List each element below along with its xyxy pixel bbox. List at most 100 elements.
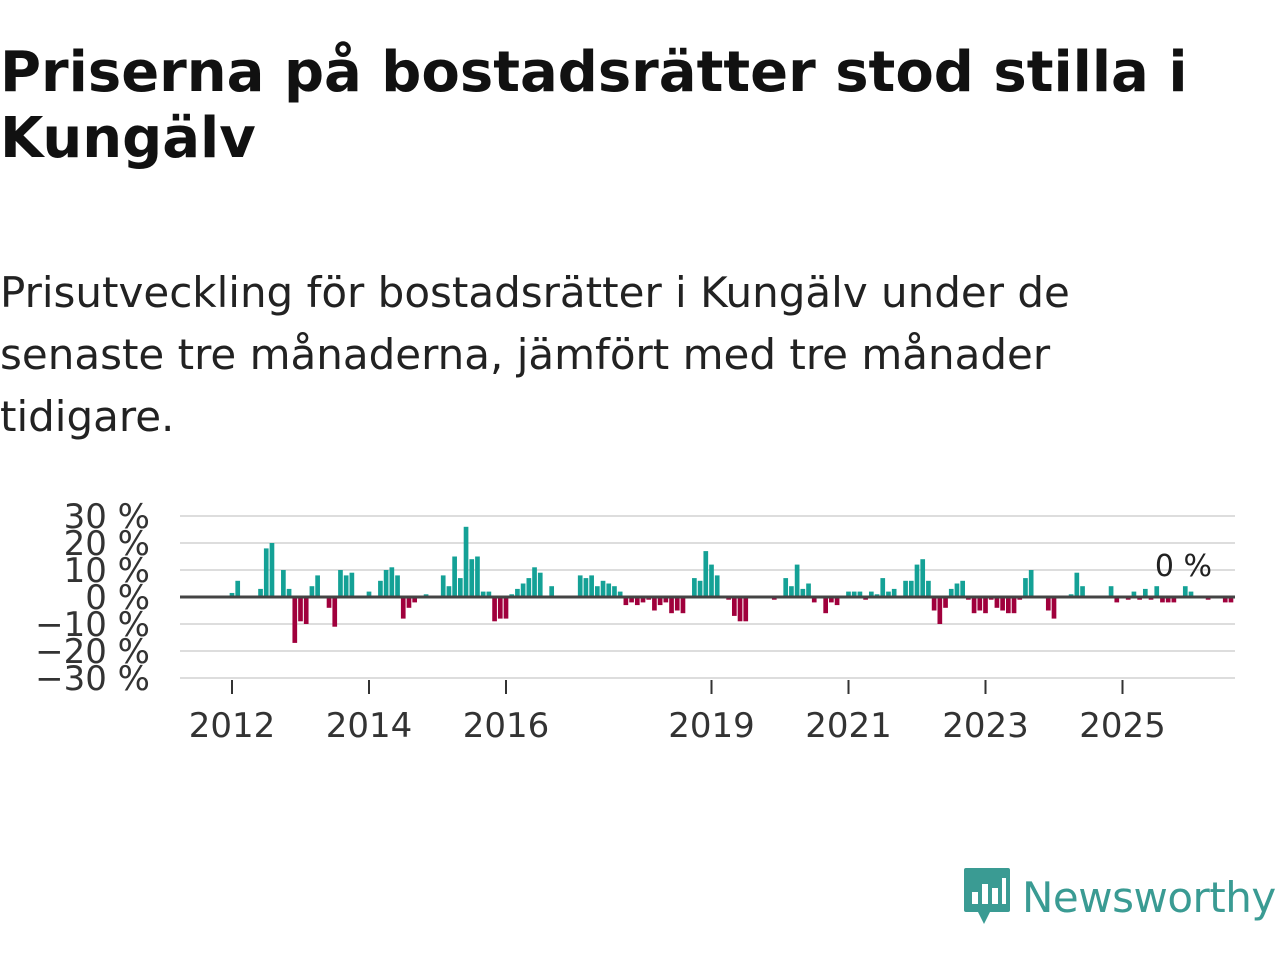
bar xyxy=(332,597,338,627)
bar xyxy=(811,597,817,603)
bar xyxy=(492,597,497,622)
bar xyxy=(235,580,241,597)
y-axis-labels: 30 %20 %10 %0 %−10 %−20 %−30 % xyxy=(35,497,150,699)
bar xyxy=(1160,597,1165,603)
y-tick-label: −30 % xyxy=(35,659,150,699)
bar xyxy=(943,597,948,608)
bar xyxy=(315,575,320,597)
x-tick-label: 2025 xyxy=(1079,706,1166,746)
bar xyxy=(903,580,908,597)
bar xyxy=(891,588,897,597)
bar xyxy=(1074,572,1080,597)
bar xyxy=(834,597,840,606)
bar xyxy=(783,578,789,597)
bar xyxy=(475,556,480,597)
bar xyxy=(463,526,469,597)
bar xyxy=(948,588,954,597)
bar xyxy=(983,597,988,614)
bar xyxy=(1108,586,1114,597)
bar xyxy=(229,592,235,597)
bar xyxy=(652,597,657,611)
bar xyxy=(1165,597,1171,603)
bar xyxy=(440,575,446,597)
bar xyxy=(326,597,332,608)
bar xyxy=(926,580,931,597)
bar xyxy=(692,578,697,597)
bar xyxy=(303,597,309,624)
bar xyxy=(549,586,555,597)
logo-text: Newsworthy xyxy=(1022,872,1276,922)
bar xyxy=(851,591,857,597)
bar xyxy=(846,591,851,597)
bar xyxy=(634,597,640,606)
bar-chart-speech-icon xyxy=(964,868,1010,924)
bar xyxy=(349,572,355,597)
bar xyxy=(886,591,891,597)
bar xyxy=(697,580,703,597)
bar xyxy=(1228,597,1234,603)
bar xyxy=(612,586,617,597)
bar xyxy=(657,597,663,606)
bar xyxy=(406,597,412,608)
bar xyxy=(594,586,600,597)
bar xyxy=(800,588,806,597)
bar xyxy=(731,597,737,616)
bar xyxy=(309,586,315,597)
bar xyxy=(857,591,863,597)
bar xyxy=(1005,597,1011,614)
bar xyxy=(977,597,983,611)
x-tick-label: 2012 xyxy=(189,706,276,746)
bar xyxy=(908,580,914,597)
bar xyxy=(1142,588,1148,597)
bar xyxy=(794,564,800,597)
y-tick-label: 30 % xyxy=(64,497,150,537)
bar xyxy=(880,578,886,597)
bar xyxy=(829,597,834,603)
bar xyxy=(623,597,629,606)
x-axis: 2012 2014 2016 2019 2021 2023 2025 xyxy=(189,680,1166,746)
x-tick-label: 2016 xyxy=(463,706,550,746)
bar xyxy=(412,597,418,603)
bar xyxy=(960,580,966,597)
bar xyxy=(515,588,520,597)
bar xyxy=(457,578,463,597)
bar xyxy=(469,559,475,597)
bar xyxy=(389,567,395,597)
bar xyxy=(937,597,943,624)
bar xyxy=(663,597,669,603)
bar xyxy=(286,588,292,597)
bar xyxy=(258,588,263,597)
bar xyxy=(680,597,686,614)
bar xyxy=(400,597,406,619)
bar xyxy=(298,597,303,622)
bar xyxy=(486,591,492,597)
bar xyxy=(914,564,920,597)
bar xyxy=(617,591,623,597)
bar xyxy=(600,580,606,597)
bar xyxy=(737,597,743,622)
bars xyxy=(229,526,1234,643)
bar xyxy=(1154,586,1160,597)
newsworthy-logo: Newsworthy xyxy=(962,862,1276,932)
bar xyxy=(920,559,926,597)
x-tick-label: 2023 xyxy=(942,706,1029,746)
y-tick-label: 20 % xyxy=(64,524,150,564)
bar xyxy=(503,597,509,619)
bar xyxy=(292,597,298,643)
bar xyxy=(589,575,594,597)
y-tick-label: −20 % xyxy=(35,632,150,672)
end-value-label: 0 % xyxy=(1155,549,1212,584)
bar xyxy=(383,570,389,597)
y-tick-label: −10 % xyxy=(35,605,150,645)
chart-title: Priserna på bostadsrätter stod stilla i … xyxy=(0,40,1188,171)
bar xyxy=(629,597,634,603)
bar xyxy=(1131,591,1137,597)
bar xyxy=(1080,586,1085,597)
bar xyxy=(674,597,680,611)
y-tick-label: 10 % xyxy=(64,551,150,591)
bar xyxy=(1051,597,1057,619)
bar xyxy=(743,597,749,622)
bar xyxy=(1188,591,1194,597)
bar xyxy=(1171,597,1177,603)
bar xyxy=(954,583,960,597)
